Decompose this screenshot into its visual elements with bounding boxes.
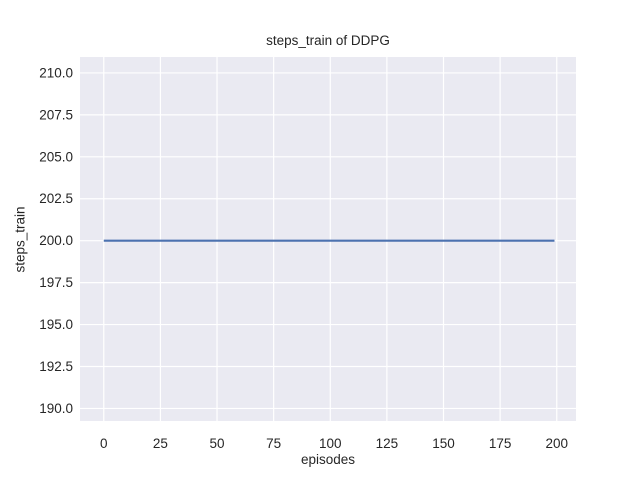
x-axis-label: episodes — [300, 452, 356, 467]
chart-title: steps_train of DDPG — [266, 33, 390, 48]
x-tick-label: 25 — [153, 436, 168, 451]
x-tick-label: 175 — [489, 436, 512, 451]
x-tick-label: 150 — [432, 436, 455, 451]
y-tick-label: 192.5 — [39, 359, 73, 374]
y-tick-label: 205.0 — [39, 149, 73, 164]
x-tick-label: 125 — [376, 436, 399, 451]
y-tick-label: 202.5 — [39, 191, 73, 206]
x-tick-label: 50 — [210, 436, 225, 451]
x-tick-label: 0 — [100, 436, 108, 451]
y-tick-label: 207.5 — [39, 107, 73, 122]
x-tick-label: 75 — [266, 436, 281, 451]
x-tick-label: 200 — [545, 436, 568, 451]
y-tick-label: 197.5 — [39, 275, 73, 290]
y-tick-label: 210.0 — [39, 65, 73, 80]
y-tick-label: 190.0 — [39, 401, 73, 416]
y-tick-label: 200.0 — [39, 233, 73, 248]
axes-background — [80, 57, 576, 421]
y-tick-label: 195.0 — [39, 317, 73, 332]
x-tick-label: 100 — [319, 436, 342, 451]
